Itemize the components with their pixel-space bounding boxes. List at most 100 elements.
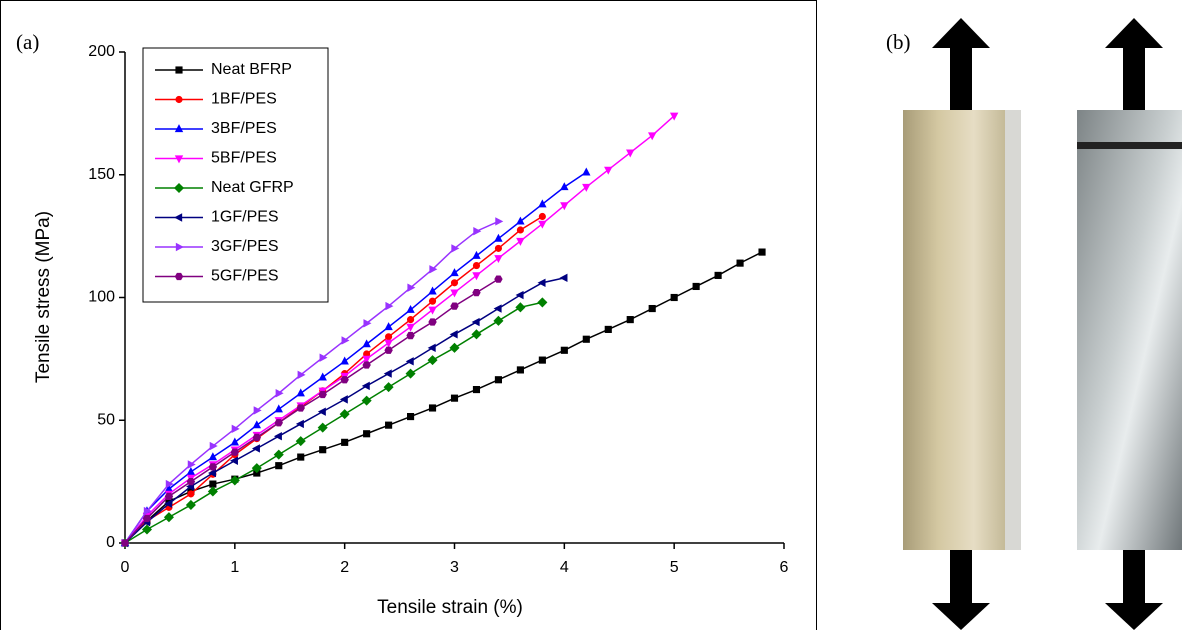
legend-marker bbox=[174, 124, 184, 133]
marker bbox=[341, 336, 350, 345]
marker bbox=[692, 282, 700, 291]
marker bbox=[317, 407, 326, 416]
legend-label: 5BF/PES bbox=[211, 150, 277, 167]
marker bbox=[231, 424, 240, 434]
marker bbox=[428, 306, 437, 315]
marker bbox=[186, 477, 196, 486]
marker bbox=[319, 353, 328, 362]
marker bbox=[494, 376, 503, 384]
marker bbox=[494, 244, 503, 252]
marker bbox=[143, 506, 152, 516]
legend-label: 1BF/PES bbox=[211, 91, 277, 108]
series-line bbox=[124, 220, 499, 544]
marker bbox=[252, 433, 261, 442]
x-tick-label: 6 bbox=[780, 559, 789, 576]
y-tick-label: 100 bbox=[88, 289, 115, 306]
marker bbox=[362, 361, 371, 369]
y-axis-label: Tensile stress (MPa) bbox=[33, 211, 54, 383]
marker bbox=[538, 356, 546, 364]
marker bbox=[450, 289, 459, 298]
marker bbox=[363, 319, 372, 328]
marker bbox=[516, 366, 524, 374]
marker bbox=[406, 304, 415, 313]
marker bbox=[165, 479, 174, 489]
marker bbox=[406, 323, 415, 332]
marker bbox=[361, 395, 372, 406]
marker bbox=[163, 512, 174, 523]
marker bbox=[230, 456, 238, 465]
marker bbox=[560, 346, 568, 354]
legend-label: Neat BFRP bbox=[211, 61, 292, 78]
marker bbox=[473, 227, 482, 236]
marker bbox=[164, 499, 173, 508]
series-line bbox=[124, 301, 543, 544]
marker bbox=[251, 463, 262, 474]
marker bbox=[363, 430, 371, 438]
legend-marker bbox=[175, 242, 184, 252]
marker bbox=[451, 244, 460, 253]
marker bbox=[736, 259, 744, 267]
marker bbox=[339, 409, 350, 420]
marker bbox=[296, 404, 305, 412]
marker bbox=[274, 404, 283, 413]
marker bbox=[582, 335, 590, 343]
marker bbox=[537, 278, 546, 287]
marker bbox=[626, 316, 634, 324]
marker bbox=[516, 216, 525, 225]
marker bbox=[493, 315, 504, 326]
marker bbox=[295, 436, 306, 447]
marker bbox=[230, 448, 240, 456]
marker bbox=[427, 343, 436, 353]
marker bbox=[472, 250, 481, 259]
marker bbox=[560, 182, 569, 191]
marker bbox=[472, 385, 481, 394]
marker bbox=[669, 112, 679, 121]
marker bbox=[450, 268, 459, 277]
marker bbox=[275, 389, 284, 398]
marker bbox=[385, 333, 393, 341]
marker bbox=[187, 490, 195, 498]
marker bbox=[297, 453, 305, 461]
x-tick-label: 3 bbox=[450, 559, 459, 576]
marker bbox=[274, 419, 283, 427]
marker bbox=[164, 484, 174, 493]
legend-label: 1GF/PES bbox=[211, 209, 279, 226]
marker bbox=[494, 255, 503, 264]
marker bbox=[273, 432, 282, 441]
legend-marker bbox=[174, 272, 184, 281]
marker bbox=[141, 524, 153, 535]
marker bbox=[494, 233, 503, 242]
marker bbox=[406, 316, 415, 324]
marker bbox=[383, 382, 394, 393]
series-line bbox=[124, 171, 587, 544]
y-tick-label: 200 bbox=[88, 43, 115, 60]
x-tick-label: 2 bbox=[340, 559, 349, 576]
marker bbox=[582, 183, 591, 192]
marker bbox=[428, 286, 437, 295]
marker bbox=[429, 265, 438, 274]
marker bbox=[296, 388, 305, 397]
marker bbox=[209, 480, 217, 488]
marker bbox=[319, 446, 327, 454]
load-arrows bbox=[932, 18, 1163, 630]
marker bbox=[515, 290, 524, 300]
marker bbox=[406, 412, 415, 421]
panel-label: (b) bbox=[886, 30, 911, 54]
marker bbox=[185, 499, 196, 510]
marker bbox=[273, 449, 284, 460]
x-tick-label: 5 bbox=[670, 559, 679, 576]
legend-box bbox=[142, 47, 329, 303]
marker bbox=[538, 212, 546, 221]
marker bbox=[495, 217, 504, 226]
marker bbox=[384, 339, 393, 348]
x-axis-label: Tensile strain (%) bbox=[377, 597, 523, 618]
legend-label: 3BF/PES bbox=[211, 120, 277, 137]
y-tick-label: 0 bbox=[106, 534, 115, 551]
marker bbox=[318, 372, 327, 381]
marker bbox=[340, 376, 349, 384]
marker bbox=[362, 355, 371, 364]
marker bbox=[208, 463, 218, 471]
legend-label: 5GF/PES bbox=[211, 268, 279, 285]
marker bbox=[405, 357, 414, 366]
